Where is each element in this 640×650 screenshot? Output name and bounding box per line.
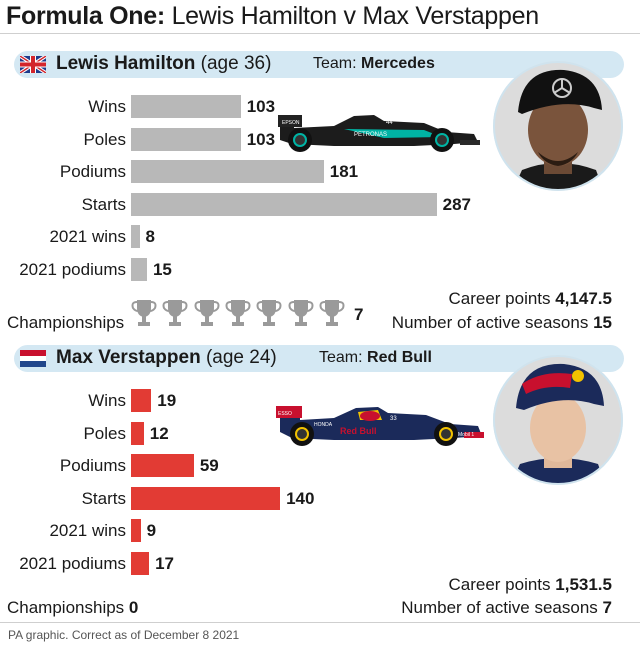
trophy-icon bbox=[319, 300, 345, 326]
trophy-icon bbox=[288, 300, 313, 326]
hamilton-category-label: 2021 wins bbox=[49, 227, 126, 247]
hamilton-bar bbox=[131, 258, 147, 281]
hamilton-name: Lewis Hamilton bbox=[56, 53, 196, 74]
verstappen-car-sponsor3: HONDA bbox=[314, 422, 333, 428]
hamilton-bar bbox=[131, 127, 241, 151]
hamilton-car-number: 44 bbox=[386, 120, 393, 126]
hamilton-team-label: Team: bbox=[313, 55, 357, 72]
verstappen-career-points: Career points 1,531.5 bbox=[448, 575, 612, 595]
footer-credit: PA graphic. Correct as of December 8 202… bbox=[8, 628, 240, 642]
hamilton-category-label: Podiums bbox=[59, 162, 126, 182]
verstappen-team-line: Team: Red Bull bbox=[319, 349, 432, 367]
hamilton-name-line: Lewis Hamilton (age 36) bbox=[56, 53, 271, 75]
hamilton-bar bbox=[131, 225, 140, 249]
verstappen-bar bbox=[131, 454, 194, 478]
title-divider bbox=[0, 33, 640, 34]
hamilton-category-label: Wins bbox=[88, 97, 126, 116]
verstappen-category-label: 2021 podiums bbox=[19, 554, 126, 573]
verstappen-bar-value: 59 bbox=[199, 456, 219, 476]
verstappen-active-seasons-value: 7 bbox=[602, 598, 612, 617]
verstappen-bar-value: 17 bbox=[155, 554, 175, 573]
verstappen-category-label: 2021 wins bbox=[49, 521, 126, 541]
title-bold: Formula One: bbox=[6, 2, 165, 30]
verstappen-category-label: Wins bbox=[88, 391, 126, 410]
hamilton-championships-count: 7 bbox=[354, 305, 364, 324]
hamilton-championships-label: Championships bbox=[7, 313, 125, 332]
footer-divider bbox=[0, 622, 640, 623]
hamilton-bar-value: 15 bbox=[152, 260, 172, 279]
verstappen-active-seasons: Number of active seasons 7 bbox=[401, 598, 612, 618]
verstappen-bar bbox=[131, 519, 141, 543]
verstappen-bar bbox=[131, 421, 144, 445]
verstappen-car-number: 33 bbox=[390, 416, 397, 422]
title-rest: Lewis Hamilton v Max Verstappen bbox=[164, 2, 540, 30]
redbull-car-icon: ESSO HONDA Red Bull 33 Mobil 1 bbox=[276, 406, 484, 446]
hamilton-bar-value: 103 bbox=[246, 129, 276, 149]
hamilton-bar-value: 8 bbox=[145, 227, 155, 247]
hamilton-age: (age 36) bbox=[200, 53, 272, 74]
verstappen-car-sponsor2: Mobil 1 bbox=[458, 432, 474, 438]
hamilton-career-points-value: 4,147.5 bbox=[555, 289, 612, 308]
trophy-icon bbox=[225, 300, 251, 326]
verstappen-bar bbox=[131, 486, 281, 510]
netherlands-flag-icon bbox=[20, 350, 46, 367]
trophy-icon bbox=[131, 300, 157, 326]
mercedes-car-icon: EPSON PETRONAS 44 bbox=[278, 115, 480, 152]
hamilton-active-seasons: Number of active seasons 15 bbox=[392, 313, 612, 333]
hamilton-bar bbox=[131, 192, 437, 216]
hamilton-portrait bbox=[493, 61, 623, 191]
hamilton-category-label: Poles bbox=[83, 129, 126, 149]
verstappen-championships-count: 0 bbox=[128, 598, 139, 617]
verstappen-category-label: Starts bbox=[81, 488, 126, 508]
union-jack-flag-icon bbox=[20, 56, 46, 73]
verstappen-category-label: Poles bbox=[83, 423, 126, 443]
hamilton-bar-value: 287 bbox=[442, 194, 472, 214]
verstappen-championships-label: Championships bbox=[7, 598, 125, 617]
verstappen-category-label: Podiums bbox=[59, 456, 126, 476]
hamilton-bar bbox=[131, 160, 324, 184]
hamilton-car-sponsor1: EPSON bbox=[282, 120, 300, 126]
verstappen-team: Red Bull bbox=[367, 349, 432, 366]
verstappen-career-points-value: 1,531.5 bbox=[555, 575, 612, 594]
verstappen-bar-value: 19 bbox=[157, 391, 177, 410]
hamilton-career-points-label: Career points bbox=[448, 289, 551, 308]
verstappen-name: Max Verstappen bbox=[56, 347, 201, 368]
verstappen-active-seasons-label: Number of active seasons bbox=[401, 598, 598, 617]
verstappen-bar-value: 140 bbox=[286, 488, 315, 508]
verstappen-car-sponsor1: Red Bull bbox=[340, 426, 377, 436]
hamilton-team-line: Team: Mercedes bbox=[313, 55, 435, 73]
hamilton-team: Mercedes bbox=[361, 55, 435, 72]
hamilton-car-sponsor2: PETRONAS bbox=[354, 132, 387, 138]
hamilton-category-label: 2021 podiums bbox=[19, 260, 126, 279]
verstappen-career-points-label: Career points bbox=[448, 575, 551, 594]
verstappen-bar bbox=[131, 552, 150, 575]
hamilton-bar-value: 103 bbox=[246, 97, 276, 116]
verstappen-bar-value: 12 bbox=[149, 423, 169, 443]
verstappen-name-line: Max Verstappen (age 24) bbox=[56, 347, 277, 369]
verstappen-age: (age 24) bbox=[205, 347, 277, 368]
trophy-icon bbox=[162, 300, 188, 326]
hamilton-active-seasons-label: Number of active seasons bbox=[391, 313, 589, 332]
hamilton-bar bbox=[131, 95, 241, 118]
verstappen-bar-value: 9 bbox=[146, 521, 157, 541]
hamilton-bar-value: 181 bbox=[329, 162, 359, 182]
trophy-icon bbox=[194, 300, 220, 326]
hamilton-category-label: Starts bbox=[81, 194, 126, 214]
hamilton-active-seasons-value: 15 bbox=[593, 313, 612, 332]
page-title: Formula One: Lewis Hamilton v Max Versta… bbox=[6, 2, 539, 31]
verstappen-bar bbox=[131, 389, 152, 412]
hamilton-career-points: Career points 4,147.5 bbox=[448, 289, 612, 309]
verstappen-team-label: Team: bbox=[319, 349, 363, 366]
verstappen-portrait bbox=[493, 355, 623, 485]
verstappen-car-sponsor4: ESSO bbox=[278, 411, 292, 417]
verstappen-championships-line: Championships 0 bbox=[7, 598, 138, 618]
trophy-icon bbox=[256, 300, 282, 326]
